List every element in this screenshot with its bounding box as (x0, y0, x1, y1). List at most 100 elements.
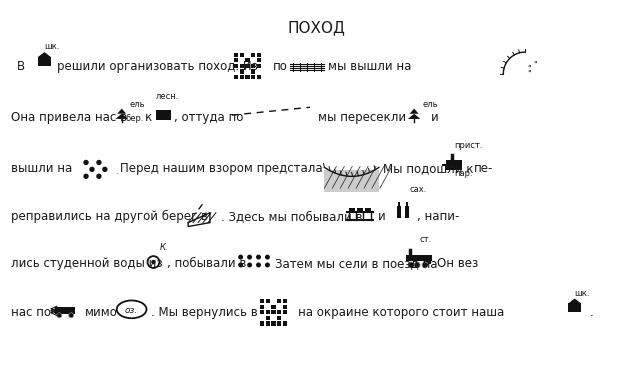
Circle shape (266, 255, 269, 259)
Bar (277, 321, 281, 326)
Bar (272, 310, 275, 314)
Bar (246, 58, 250, 62)
Circle shape (248, 255, 251, 259)
Bar (405, 206, 409, 218)
Text: .: . (589, 306, 593, 319)
Circle shape (57, 313, 62, 318)
Text: ПОХОД: ПОХОД (287, 21, 345, 35)
Text: .: . (115, 167, 117, 176)
Circle shape (69, 313, 73, 318)
Text: ст.: ст. (419, 235, 431, 244)
Bar (257, 58, 261, 62)
Polygon shape (38, 52, 51, 57)
Circle shape (97, 161, 101, 165)
Circle shape (84, 161, 88, 165)
Circle shape (248, 263, 251, 267)
Polygon shape (408, 114, 420, 119)
Text: реправились на другой берег в: реправились на другой берег в (11, 209, 208, 223)
Text: решили организовать поход. Из: решили организовать поход. Из (58, 60, 258, 73)
Text: и: и (431, 111, 439, 124)
Bar (156, 110, 172, 120)
Bar (251, 53, 255, 57)
Circle shape (257, 255, 260, 259)
Bar (240, 64, 244, 68)
Text: шк.: шк. (44, 42, 60, 51)
Bar (282, 305, 287, 309)
Text: пе-: пе- (473, 162, 493, 176)
Bar (349, 208, 354, 212)
Bar (240, 53, 244, 57)
Bar (266, 310, 270, 314)
Text: ель: ель (422, 100, 437, 109)
Circle shape (103, 167, 107, 171)
Text: шк.: шк. (575, 289, 590, 298)
Text: . Мы вернулись в: . Мы вернулись в (151, 306, 258, 319)
Bar (234, 75, 239, 79)
Polygon shape (410, 108, 418, 114)
Text: К.: К. (160, 243, 168, 252)
Bar (234, 64, 239, 68)
Text: оз.: оз. (125, 306, 138, 315)
Text: , напи-: , напи- (417, 210, 460, 223)
Text: Она привела нас в: Она привела нас в (11, 111, 127, 124)
Bar (277, 299, 281, 303)
Bar (568, 303, 581, 312)
Bar (356, 208, 363, 212)
Text: мы вышли на: мы вышли на (328, 60, 411, 73)
Text: мы пересекли: мы пересекли (318, 111, 406, 124)
Text: В: В (16, 60, 25, 73)
Text: вышли на: вышли на (11, 162, 72, 176)
Circle shape (97, 174, 101, 178)
Bar (272, 321, 275, 326)
Text: бер.: бер. (126, 114, 144, 123)
Bar (257, 53, 261, 57)
Text: к: к (144, 111, 152, 124)
Bar (398, 206, 401, 218)
Text: ": " (527, 65, 531, 74)
Polygon shape (568, 298, 581, 303)
Circle shape (422, 262, 428, 268)
Bar (424, 255, 431, 264)
Text: и: и (377, 210, 385, 223)
Bar (365, 208, 370, 212)
Circle shape (152, 261, 155, 264)
Polygon shape (117, 108, 126, 114)
Text: на окраине которого стоит наша: на окраине которого стоит наша (298, 306, 505, 319)
Text: , побывали в: , побывали в (167, 257, 247, 270)
Bar (240, 69, 244, 74)
Bar (240, 75, 244, 79)
Bar (257, 64, 261, 68)
Text: Перед нашим взором предстала: Перед нашим взором предстала (120, 162, 322, 176)
Bar (38, 57, 51, 66)
Bar (260, 310, 264, 314)
Bar (260, 299, 264, 303)
Text: прист.: прист. (454, 141, 482, 150)
Circle shape (408, 262, 414, 268)
Text: . Здесь мы побывали в: . Здесь мы побывали в (221, 210, 362, 223)
Bar (246, 75, 250, 79)
Text: пар.: пар. (454, 169, 472, 178)
Bar (446, 161, 461, 170)
Bar (234, 58, 239, 62)
Bar (246, 64, 250, 68)
Bar (55, 307, 75, 314)
Bar (277, 310, 281, 314)
Circle shape (239, 263, 242, 267)
Text: ": " (527, 70, 531, 79)
Text: по: по (272, 60, 287, 73)
Text: лесн.: лесн. (156, 92, 179, 101)
Bar (251, 69, 255, 74)
Text: Он вез: Он вез (437, 257, 478, 270)
Circle shape (84, 174, 88, 178)
Bar (234, 53, 239, 57)
Circle shape (414, 262, 420, 268)
Bar (398, 202, 400, 206)
Bar (266, 321, 270, 326)
Text: лись студенной воды из: лись студенной воды из (11, 257, 162, 270)
Bar (406, 255, 432, 261)
Bar (282, 310, 287, 314)
Bar (406, 202, 408, 206)
Bar (260, 305, 264, 309)
Polygon shape (325, 170, 379, 192)
Text: нас по: нас по (11, 306, 51, 319)
